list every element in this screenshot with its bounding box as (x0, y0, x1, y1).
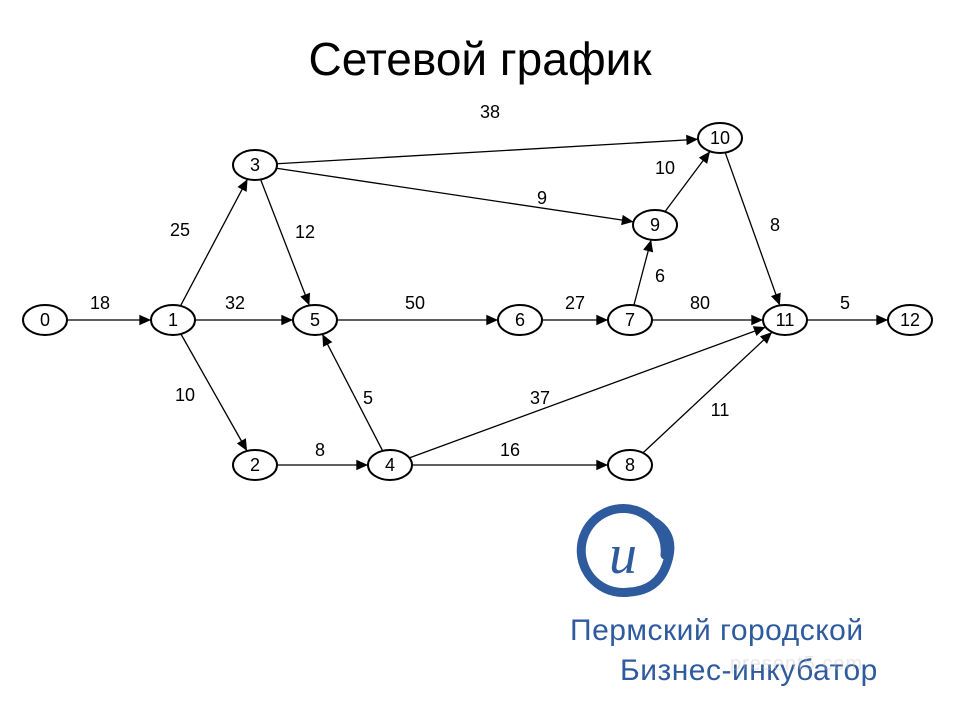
node: 11 (763, 305, 807, 335)
svg-text:6: 6 (515, 310, 525, 330)
edge-label: 5 (840, 293, 850, 313)
node: 6 (498, 305, 542, 335)
node: 8 (608, 450, 652, 480)
edge-label: 37 (530, 388, 550, 408)
svg-text:u: u (609, 524, 637, 586)
node: 9 (633, 210, 677, 240)
edge (634, 240, 651, 305)
edge-label: 5 (363, 388, 373, 408)
edge-label: 11 (711, 400, 730, 420)
svg-text:0: 0 (40, 310, 50, 330)
edge-label: 16 (500, 440, 520, 460)
node: 4 (368, 450, 412, 480)
svg-text:3: 3 (250, 155, 260, 175)
svg-text:12: 12 (900, 310, 920, 330)
node: 3 (233, 150, 277, 180)
logo-line1: Пермский городской (570, 614, 864, 647)
svg-text:5: 5 (310, 310, 320, 330)
edge (643, 332, 772, 453)
edge-label: 32 (225, 293, 245, 313)
edge-label: 18 (90, 293, 110, 313)
edge (180, 179, 247, 306)
edge-label: 6 (655, 266, 665, 286)
edge-label: 10 (175, 385, 195, 405)
svg-text:4: 4 (385, 455, 395, 475)
edge-label: 8 (315, 440, 325, 460)
edge (322, 334, 382, 451)
edge-label: 10 (655, 158, 675, 178)
edge-label: 8 (770, 215, 780, 235)
node: 12 (888, 305, 932, 335)
edges-layer (67, 139, 888, 465)
edge-label: 50 (405, 293, 425, 313)
edge-label: 12 (295, 222, 315, 242)
logo-at-icon: u (581, 509, 670, 593)
svg-text:9: 9 (650, 215, 660, 235)
svg-text:7: 7 (625, 310, 635, 330)
node: 10 (698, 123, 742, 153)
node: 1 (151, 305, 195, 335)
edge-label: 9 (537, 188, 547, 208)
node: 5 (293, 305, 337, 335)
watermark: present5.com (730, 653, 863, 676)
edge (276, 168, 633, 222)
node: 7 (608, 305, 652, 335)
svg-text:10: 10 (710, 128, 730, 148)
edge (409, 327, 765, 458)
node: 0 (23, 305, 67, 335)
svg-text:8: 8 (625, 455, 635, 475)
nodes-layer: 0123456789101112 (23, 123, 932, 480)
edge-labels-layer: 18253210812938516375027680111085 (90, 102, 850, 460)
svg-text:2: 2 (250, 455, 260, 475)
edge-label: 80 (690, 293, 710, 313)
svg-text:11: 11 (776, 310, 795, 330)
edge-label: 27 (565, 293, 585, 313)
node: 2 (233, 450, 277, 480)
svg-text:1: 1 (168, 310, 178, 330)
edge (277, 139, 698, 163)
edge-label: 25 (170, 220, 190, 240)
logo-svg: u Пермский городской Бизнес-инкубатор (570, 500, 950, 710)
edge (261, 180, 310, 306)
edge-label: 38 (480, 102, 500, 122)
